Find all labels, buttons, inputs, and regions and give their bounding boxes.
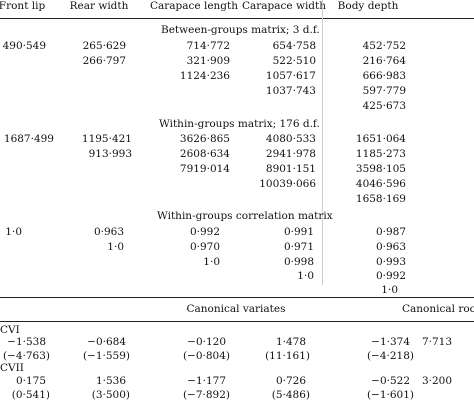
canonical-value: 1·478 — [275, 336, 306, 348]
matrix-cell: 0·992 — [375, 270, 406, 282]
canonical-error: (−0·804) — [182, 350, 230, 362]
matrix-cell: 452·752 — [362, 40, 406, 52]
matrix-cell: 0·991 — [283, 226, 314, 238]
canonical-value: −1·177 — [187, 375, 226, 387]
canonical-row-label: CVII — [0, 362, 24, 374]
matrix-cell: 265·629 — [82, 40, 126, 52]
matrix-cell: 0·987 — [375, 226, 406, 238]
canonical-value: −0·522 — [371, 375, 410, 387]
column-header-front-lip: Front lip — [0, 0, 46, 12]
matrix-cell: 0·971 — [283, 241, 314, 253]
matrix-cell: 490·549 — [2, 40, 46, 52]
matrix-cell: 1·0 — [203, 256, 220, 268]
canonical-error: (0·541) — [11, 389, 50, 401]
canonical-error: (−1·601) — [366, 389, 414, 401]
matrix-cell: 597·779 — [362, 85, 406, 97]
canonical-root-value: 7·713 — [421, 336, 452, 348]
matrix-cell: 10039·066 — [259, 178, 316, 190]
canonical-value: −0·684 — [87, 336, 126, 348]
matrix-cell: 4046·596 — [355, 178, 406, 190]
matrix-cell: 1·0 — [381, 284, 398, 296]
column-header-carapace-length: Carapace length — [149, 0, 239, 12]
canonical-rule-bottom — [0, 321, 474, 322]
matrix-cell: 1185·273 — [355, 148, 406, 160]
canonical-value: −1·374 — [371, 336, 410, 348]
column-header-rear-width: Rear width — [69, 0, 129, 12]
matrix-cell: 3598·105 — [355, 163, 406, 175]
matrix-cell: 2941·978 — [265, 148, 316, 160]
matrix-cell: 1124·236 — [179, 70, 230, 82]
canonical-error: (3·500) — [91, 389, 130, 401]
matrix-cell: 0·963 — [93, 226, 124, 238]
matrix-cell: 714·772 — [186, 40, 230, 52]
matrix-cell: 3626·865 — [179, 133, 230, 145]
canonical-variates-header: Canonical variates — [186, 303, 286, 315]
matrix-cell: 425·673 — [362, 100, 406, 112]
canonical-error: (−7·892) — [182, 389, 230, 401]
canonical-error: (−4·218) — [366, 350, 414, 362]
matrix-cell: 2608·634 — [179, 148, 230, 160]
matrix-cell: 1·0 — [297, 270, 314, 282]
canonical-value: −1·538 — [7, 336, 46, 348]
section-title-correlation: Within-groups correlation matrix — [157, 210, 333, 222]
canonical-roots-header: Canonical roots — [402, 303, 474, 315]
column-divider — [322, 0, 323, 285]
matrix-cell: 0·993 — [375, 256, 406, 268]
section-title-within: Within-groups matrix; 176 d.f. — [159, 118, 320, 130]
canonical-value: 1·536 — [95, 375, 126, 387]
matrix-cell: 321·909 — [186, 55, 230, 67]
column-header-carapace-width: Carapace width — [241, 0, 327, 12]
matrix-cell: 654·758 — [272, 40, 316, 52]
canonical-rule-top — [0, 297, 474, 298]
canonical-error: (−4·763) — [2, 350, 50, 362]
matrix-cell: 0·963 — [375, 241, 406, 253]
canonical-value: 0·175 — [15, 375, 46, 387]
canonical-error: (−1·559) — [82, 350, 130, 362]
matrix-cell: 0·998 — [283, 256, 314, 268]
canonical-error: (11·161) — [265, 350, 310, 362]
header-rule — [0, 18, 474, 19]
canonical-root-value: 3·200 — [421, 375, 452, 387]
matrix-cell: 1057·617 — [265, 70, 316, 82]
matrix-cell: 1·0 — [107, 241, 124, 253]
matrix-cell: 4080·533 — [265, 133, 316, 145]
matrix-cell: 1658·169 — [355, 193, 406, 205]
matrix-cell: 1·0 — [5, 226, 22, 238]
section-title-between: Between-groups matrix; 3 d.f. — [161, 24, 320, 36]
canonical-error: (5·486) — [271, 389, 310, 401]
matrix-cell: 1037·743 — [265, 85, 316, 97]
matrix-cell: 0·992 — [189, 226, 220, 238]
column-header-body-depth: Body depth — [337, 0, 399, 12]
matrix-cell: 913·993 — [88, 148, 132, 160]
matrix-cell: 522·510 — [272, 55, 316, 67]
matrix-cell: 7919·014 — [179, 163, 230, 175]
matrix-cell: 1687·499 — [3, 133, 54, 145]
matrix-cell: 266·797 — [82, 55, 126, 67]
matrix-cell: 1651·064 — [355, 133, 406, 145]
canonical-row-label: CVI — [0, 324, 20, 336]
canonical-value: −0·120 — [187, 336, 226, 348]
matrix-cell: 1195·421 — [81, 133, 132, 145]
canonical-value: 0·726 — [275, 375, 306, 387]
matrix-cell: 0·970 — [189, 241, 220, 253]
matrix-cell: 666·983 — [362, 70, 406, 82]
matrix-cell: 216·764 — [362, 55, 406, 67]
matrix-cell: 8901·151 — [265, 163, 316, 175]
